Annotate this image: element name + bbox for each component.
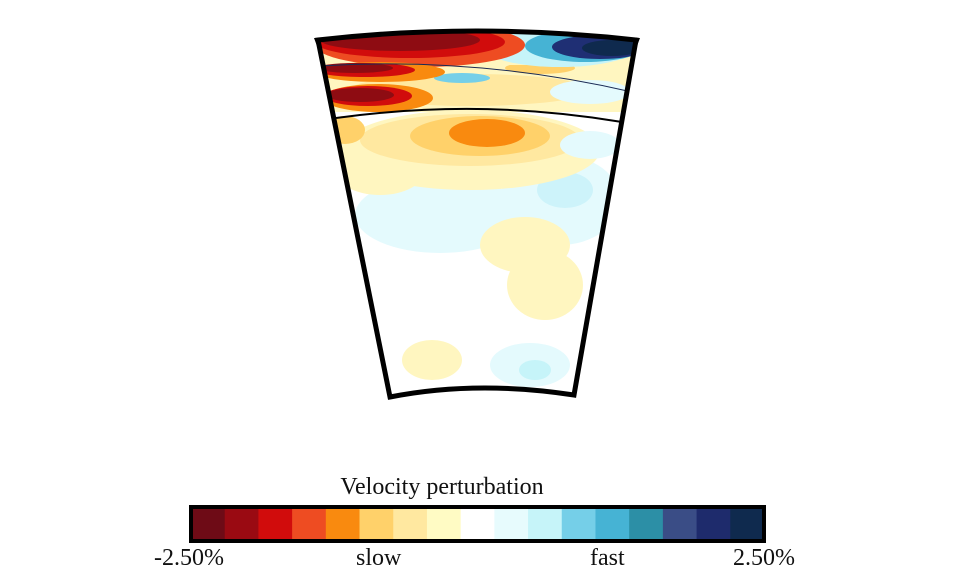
anomaly-navy-crust	[582, 40, 636, 56]
colorbar-swatch	[494, 507, 529, 541]
anomaly-light-blue-bottom	[519, 360, 551, 380]
colorbar-swatch	[325, 507, 361, 541]
colorbar-swatch	[696, 507, 731, 541]
anomaly-pale-yellow-bottom-left	[402, 340, 462, 380]
colorbar-swatch	[359, 507, 394, 541]
anomaly-yellow-left-edge	[325, 116, 365, 144]
anomaly-light-blue-upper-right	[560, 131, 620, 159]
anomaly-deep-red-lower-left	[326, 88, 394, 102]
colorbar	[189, 505, 766, 543]
moho-line	[319, 63, 633, 93]
colorbar-swatch	[662, 507, 698, 541]
colorbar-min-label: -2.50%	[154, 545, 224, 571]
colorbar-swatch	[258, 507, 293, 541]
colorbar-frame	[189, 505, 766, 543]
colorbar-swatch	[730, 507, 765, 541]
colorbar-swatch	[292, 507, 327, 541]
anomaly-pale-blue-litho-right	[550, 80, 630, 104]
colorbar-swatch	[528, 507, 563, 541]
right-edge-marker-icon	[634, 38, 640, 46]
colorbar-swatch	[595, 507, 630, 541]
colorbar-slow-label: slow	[356, 545, 402, 571]
colorbar-swatch	[629, 507, 664, 541]
cross-section-panel	[314, 28, 640, 400]
anomaly-orange-core	[449, 119, 525, 147]
colorbar-swatch	[393, 507, 428, 541]
colorbar-title: Velocity perturbation	[340, 474, 544, 500]
colorbar-swatch	[460, 507, 495, 541]
colorbar-fast-label: fast	[590, 545, 625, 571]
anomaly-light-blue-litho	[434, 73, 490, 83]
anomaly-pale-yellow-lower	[507, 250, 583, 320]
colorbar-swatch	[426, 507, 462, 541]
lithosphere-base-line	[335, 107, 623, 123]
colorbar-max-label: 2.50%	[733, 545, 795, 571]
colorbar-swatch	[224, 507, 260, 541]
colorbar-swatch	[561, 507, 597, 541]
anomaly-pale-blue-deep	[355, 177, 525, 253]
colorbar-swatch	[191, 507, 226, 541]
left-edge-marker-icon	[314, 38, 320, 46]
